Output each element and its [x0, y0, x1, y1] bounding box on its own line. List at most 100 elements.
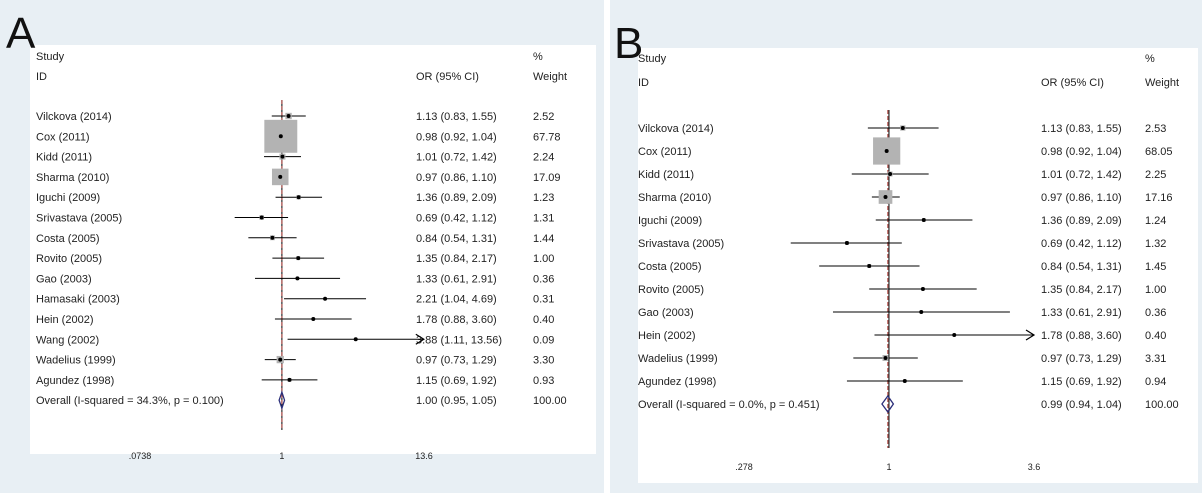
point-estimate [296, 256, 301, 261]
study-or-ci: 1.13 (0.83, 1.55) [1041, 123, 1122, 135]
point-estimate [919, 310, 924, 314]
header-percent: % [533, 51, 543, 63]
x-tick-label: 1 [886, 462, 891, 472]
study-name: Iguchi (2009) [638, 215, 702, 227]
study-weight: 1.24 [1145, 215, 1166, 227]
overall-weight: 100.00 [533, 395, 567, 407]
study-name: Hamasaki (2003) [36, 294, 120, 306]
study-name: Costa (2005) [36, 233, 100, 245]
study-name: Sharma (2010) [36, 172, 109, 184]
point-estimate [952, 333, 957, 337]
panel-label: A [6, 9, 36, 58]
study-or-ci: 0.69 (0.42, 1.12) [416, 213, 497, 225]
study-weight: 1.31 [533, 213, 554, 225]
study-weight: 67.78 [533, 131, 561, 143]
x-tick-label: .278 [735, 462, 753, 472]
study-weight: 0.93 [533, 375, 554, 387]
study-or-ci: 2.21 (1.04, 4.69) [416, 294, 497, 306]
overall-weight: 100.00 [1145, 399, 1179, 411]
point-estimate [270, 235, 275, 240]
study-or-ci: 0.97 (0.86, 1.10) [416, 172, 497, 184]
study-or-ci: 1.78 (0.88, 3.60) [1041, 330, 1122, 342]
study-name: Kidd (2011) [638, 169, 694, 181]
point-estimate [259, 215, 264, 220]
study-weight: 2.52 [533, 111, 554, 123]
study-or-ci: 1.33 (0.61, 2.91) [1041, 307, 1122, 319]
forest-plot-panel-b: Study ID OR (95% CI)% Weight Vilckova (2014)… [610, 0, 1202, 493]
study-name: Cox (2011) [638, 146, 692, 158]
header-or: OR (95% CI) [416, 71, 479, 83]
study-or-ci: 1.36 (0.89, 2.09) [1041, 215, 1122, 227]
study-or-ci: 3.88 (1.11, 13.56) [416, 334, 502, 346]
point-estimate [920, 287, 925, 291]
point-estimate [844, 241, 849, 245]
pooled-diamond [278, 390, 286, 411]
panel-label: B [614, 19, 644, 68]
study-or-ci: 0.97 (0.86, 1.10) [1041, 192, 1122, 204]
study-weight: 1.44 [533, 233, 554, 245]
point-estimate [884, 149, 889, 153]
study-name: Iguchi (2009) [36, 192, 100, 204]
study-name: Sharma (2010) [638, 192, 711, 204]
study-name: Gao (2003) [638, 307, 694, 319]
study-or-ci: 0.84 (0.54, 1.31) [416, 233, 497, 245]
forest-plot-a: Study ID OR (95% CI)% Weight Vilckova (2014)… [30, 45, 596, 461]
study-weight: 68.05 [1145, 146, 1173, 158]
study-weight: 2.53 [1145, 123, 1166, 135]
x-tick-label: .0738 [129, 451, 152, 461]
study-weight: 0.40 [533, 314, 554, 326]
x-tick-label: 1 [279, 451, 284, 461]
study-or-ci: 0.97 (0.73, 1.29) [1041, 353, 1122, 365]
study-weight: 17.16 [1145, 192, 1173, 204]
study-name: Kidd (2011) [36, 152, 92, 164]
study-or-ci: 0.97 (0.73, 1.29) [416, 355, 497, 367]
study-name: Vilckova (2014) [638, 123, 714, 135]
study-or-ci: 0.69 (0.42, 1.12) [1041, 238, 1122, 250]
point-estimate [867, 264, 872, 268]
study-or-ci: 1.33 (0.61, 2.91) [416, 273, 497, 285]
point-estimate [883, 195, 888, 199]
point-estimate [888, 172, 893, 176]
pooled-diamond [881, 394, 895, 414]
study-name: Costa (2005) [638, 261, 702, 273]
study-weight: 0.40 [1145, 330, 1166, 342]
study-name: Agundez (1998) [36, 375, 114, 387]
plot-area [30, 45, 596, 454]
study-or-ci: 0.84 (0.54, 1.31) [1041, 261, 1122, 273]
study-weight: 0.31 [533, 294, 554, 306]
point-estimate [278, 134, 283, 139]
study-name: Srivastava (2005) [638, 238, 724, 250]
overall-label: Overall (I-squared = 0.0%, p = 0.451) [638, 399, 820, 411]
study-name: Gao (2003) [36, 273, 92, 285]
study-weight: 1.23 [533, 192, 554, 204]
study-or-ci: 0.98 (0.92, 1.04) [1041, 146, 1122, 158]
study-name: Wang (2002) [36, 334, 99, 346]
point-estimate [883, 356, 888, 360]
study-weight: 1.00 [533, 253, 554, 265]
overall-label: Overall (I-squared = 34.3%, p = 0.100) [36, 395, 224, 407]
point-estimate [296, 195, 301, 200]
point-estimate [287, 377, 292, 382]
study-or-ci: 1.78 (0.88, 3.60) [416, 314, 497, 326]
study-or-ci: 1.13 (0.83, 1.55) [416, 111, 497, 123]
study-or-ci: 1.15 (0.69, 1.92) [1041, 376, 1122, 388]
ci-arrow [415, 333, 425, 345]
study-weight: 2.24 [533, 152, 554, 164]
study-name: Wadelius (1999) [36, 355, 116, 367]
study-name: Wadelius (1999) [638, 353, 718, 365]
study-name: Hein (2002) [36, 314, 93, 326]
study-name: Hein (2002) [638, 330, 695, 342]
x-tick-label: 3.6 [1028, 462, 1041, 472]
study-or-ci: 1.15 (0.69, 1.92) [416, 375, 497, 387]
point-estimate [280, 154, 285, 159]
study-weight: 0.36 [533, 273, 554, 285]
header-or: OR (95% CI) [1041, 77, 1104, 89]
study-weight: 2.25 [1145, 169, 1166, 181]
point-estimate [900, 126, 905, 130]
header-weight: Weight [533, 71, 567, 83]
point-estimate [295, 276, 300, 281]
study-or-ci: 1.01 (0.72, 1.42) [416, 152, 497, 164]
study-or-ci: 1.35 (0.84, 2.17) [1041, 284, 1122, 296]
study-name: Agundez (1998) [638, 376, 716, 388]
study-weight: 0.94 [1145, 376, 1166, 388]
